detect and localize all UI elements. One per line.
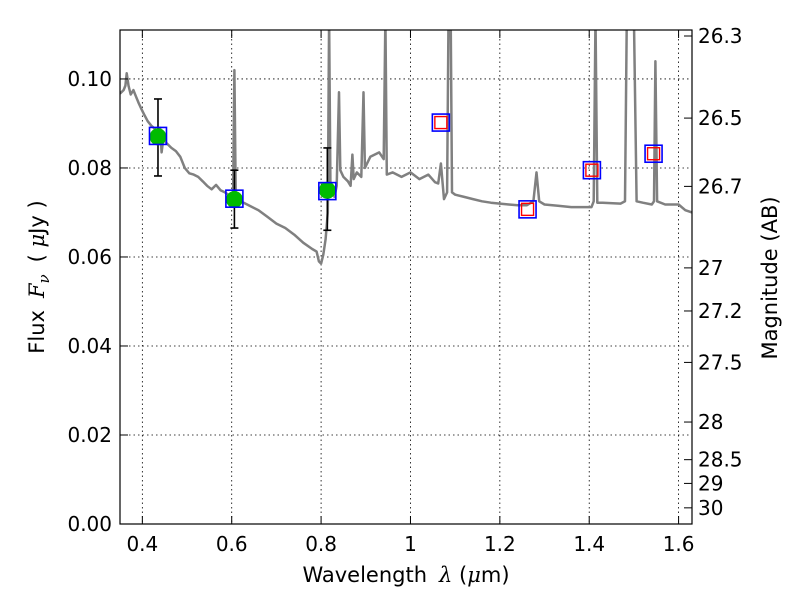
predicted-box xyxy=(520,202,535,217)
y2-tick-label: 30 xyxy=(698,496,723,520)
x-axis-label: Wavelength λ (μm) xyxy=(302,563,509,587)
y2-tick-label: 29 xyxy=(698,471,723,495)
model-photometry-box xyxy=(225,189,244,208)
y-tick-labels: 0.00 0.02 0.04 0.06 0.08 0.10 xyxy=(67,67,112,536)
y2-tick-label: 27 xyxy=(698,256,723,280)
x-tick-labels: 0.4 0.6 0.8 1 1.2 1.4 1.6 xyxy=(126,532,694,556)
y2-tick-label: 26.7 xyxy=(698,174,743,198)
model-photometry-box xyxy=(318,181,337,201)
axis-ticks xyxy=(120,30,692,525)
y-tick-label: 0.00 xyxy=(67,512,112,536)
y2-tick-label: 26.5 xyxy=(698,106,743,130)
x-tick-label: 1.6 xyxy=(663,532,695,556)
model-photometry-boxes xyxy=(148,113,663,219)
x-tick-label: 1 xyxy=(404,532,417,556)
predicted-box xyxy=(434,115,448,130)
observed-points xyxy=(149,128,336,209)
observed-point xyxy=(149,128,167,146)
model-photometry-box xyxy=(518,200,537,219)
predicted-box xyxy=(585,163,599,177)
model-photometry-box xyxy=(644,144,663,164)
y-axis-label: FluxFν( μJy ) xyxy=(25,200,53,353)
y-tick-label: 0.04 xyxy=(67,334,112,358)
y2-tick-label: 27.5 xyxy=(698,350,743,374)
x-tick-label: 0.6 xyxy=(216,532,248,556)
model-photometry-box xyxy=(431,113,451,132)
y2-tick-label: 28 xyxy=(698,410,723,434)
error-bars xyxy=(153,98,332,232)
model-photometry-box xyxy=(148,126,168,146)
x-tick-label: 0.8 xyxy=(305,532,337,556)
y2-tick-label: 28.5 xyxy=(698,448,743,472)
y2-axis-label: Magnitude (AB) xyxy=(758,196,782,359)
y2-tick-label: 27.2 xyxy=(698,299,743,323)
x-tick-label: 0.4 xyxy=(126,532,158,556)
model-spectrum-line xyxy=(120,30,692,265)
observed-point xyxy=(225,191,243,209)
plot-frame xyxy=(119,29,693,525)
y-tick-label: 0.08 xyxy=(67,156,112,180)
predicted-boxes xyxy=(434,115,661,217)
x-tick-label: 1.2 xyxy=(484,532,516,556)
x-tick-label: 1.4 xyxy=(573,532,605,556)
predicted-box xyxy=(646,147,661,161)
model-photometry-box xyxy=(582,160,602,180)
observed-point xyxy=(318,181,336,199)
grid-lines xyxy=(120,30,692,524)
y-tick-label: 0.02 xyxy=(67,423,112,447)
y2-tick-label: 26.3 xyxy=(698,24,743,48)
y-tick-label: 0.06 xyxy=(67,245,112,269)
y-tick-label: 0.10 xyxy=(67,67,112,91)
